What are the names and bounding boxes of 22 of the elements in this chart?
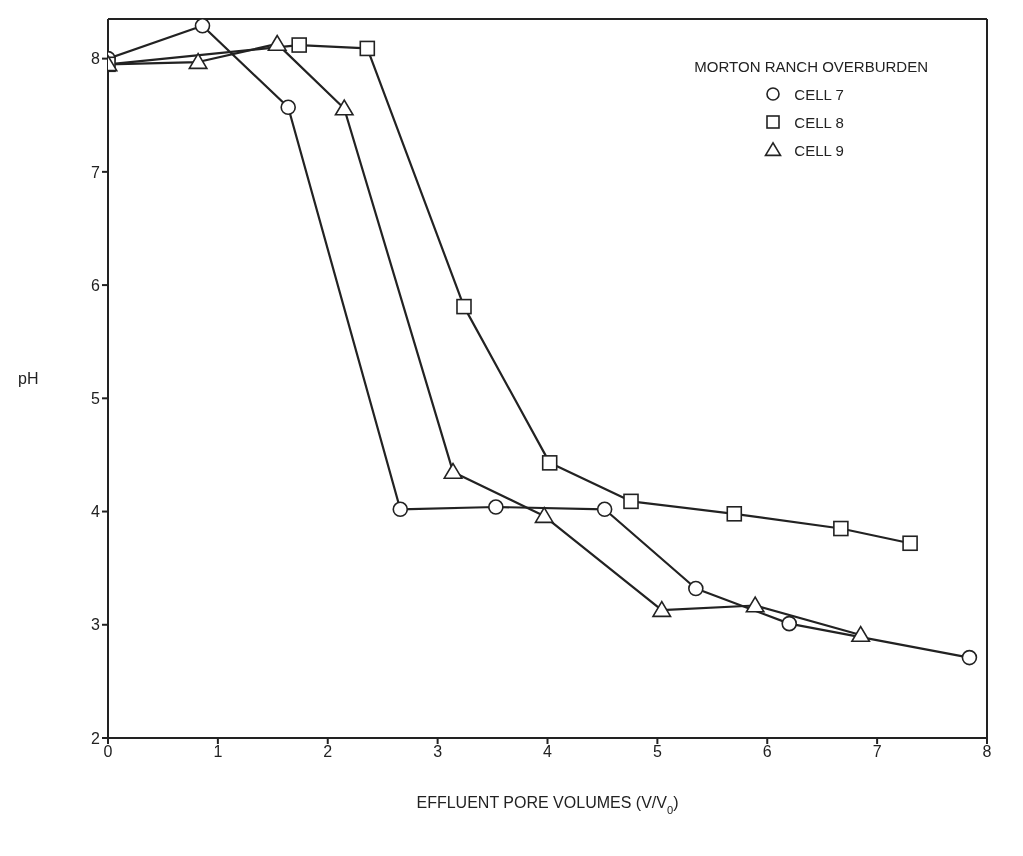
x-tick-label: 0: [103, 743, 113, 761]
x-tick-label: 7: [872, 743, 882, 761]
y-tick-label: 6: [91, 276, 101, 294]
y-tick-label: 5: [91, 389, 101, 407]
x-tick-label: 2: [323, 743, 333, 761]
legend-title: MORTON RANCH OVERBURDEN: [694, 58, 928, 75]
y-tick-label: 8: [91, 50, 101, 68]
legend-label: CELL 7: [794, 85, 844, 103]
x-tick-label: 6: [762, 743, 772, 761]
x-tick-label: 1: [213, 743, 223, 761]
x-tick-label: 5: [652, 743, 662, 761]
y-tick-label: 3: [91, 616, 101, 634]
y-tick-label: 4: [91, 503, 101, 521]
legend-label: CELL 8: [794, 113, 844, 131]
legend-label: CELL 9: [794, 141, 844, 159]
x-tick-label: 4: [543, 743, 553, 761]
y-tick-label: 2: [91, 729, 101, 747]
x-axis-title: EFFLUENT PORE VOLUMES (V/V$_{0}$): [416, 794, 679, 816]
x-tick-label: 8: [982, 743, 992, 761]
y-tick-label: 7: [91, 163, 101, 181]
x-tick-label: 3: [433, 743, 443, 761]
y-axis-title: pH: [18, 370, 39, 388]
